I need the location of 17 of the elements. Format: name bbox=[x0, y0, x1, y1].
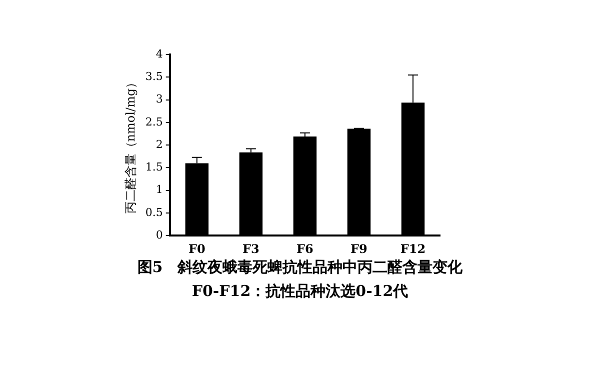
y-tick-label: 0.5 bbox=[145, 206, 163, 219]
y-tick-label: 0 bbox=[156, 228, 163, 242]
x-tick-label: F9 bbox=[350, 242, 368, 256]
y-tick-label: 4 bbox=[156, 47, 163, 60]
text: F0-F12：抗性品种汰选0-12代 bbox=[190, 282, 410, 301]
y-tick-label: 3 bbox=[156, 92, 163, 106]
x-tick-label: F6 bbox=[296, 242, 314, 256]
y-axis-title: 丙二醛含量（nmol/mg） bbox=[123, 76, 138, 214]
x-tick-label: F3 bbox=[242, 242, 260, 256]
x-tick-label: F12 bbox=[400, 242, 426, 256]
x-tick-label: F0 bbox=[188, 242, 206, 256]
y-tick-label: 2 bbox=[156, 138, 163, 151]
y-tick-label: 1 bbox=[156, 183, 163, 196]
y-tick-label: 3.5 bbox=[145, 70, 163, 84]
y-tick-label: 2.5 bbox=[145, 115, 163, 128]
text: 图5 斜纹夜蛾毒死蜱抗性品种中丙二醛含量变化 bbox=[136, 258, 464, 277]
y-tick-label: 1.5 bbox=[145, 160, 163, 174]
